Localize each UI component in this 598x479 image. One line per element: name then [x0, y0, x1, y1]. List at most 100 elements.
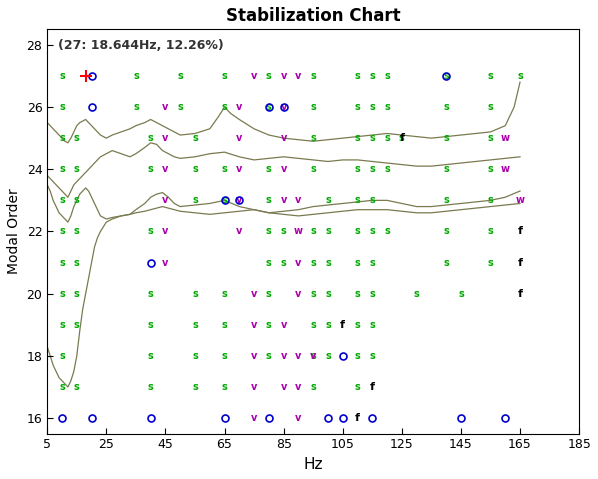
Text: s: s [192, 382, 198, 392]
Text: v: v [280, 195, 287, 205]
Text: s: s [280, 227, 286, 237]
Text: s: s [266, 289, 271, 299]
Text: s: s [74, 258, 80, 268]
Text: v: v [280, 133, 287, 143]
Text: s: s [325, 351, 331, 361]
Text: (27: 18.644Hz, 12.26%): (27: 18.644Hz, 12.26%) [58, 39, 224, 52]
Text: f: f [370, 382, 375, 392]
Text: s: s [59, 164, 65, 174]
Text: s: s [222, 71, 227, 81]
Text: s: s [487, 102, 493, 112]
Text: v: v [280, 164, 287, 174]
Text: f: f [517, 289, 523, 299]
Text: s: s [443, 227, 449, 237]
Text: s: s [266, 351, 271, 361]
Text: s: s [266, 164, 271, 174]
Text: s: s [370, 102, 375, 112]
Text: s: s [325, 289, 331, 299]
Text: s: s [192, 133, 198, 143]
Text: v: v [280, 320, 287, 330]
Text: s: s [487, 133, 493, 143]
Text: v: v [236, 227, 243, 237]
Text: v: v [236, 133, 243, 143]
Text: v: v [295, 289, 301, 299]
Text: s: s [487, 258, 493, 268]
Text: s: s [148, 382, 154, 392]
Text: s: s [355, 382, 361, 392]
Title: Stabilization Chart: Stabilization Chart [226, 7, 401, 25]
Text: s: s [443, 71, 449, 81]
Text: s: s [355, 320, 361, 330]
Text: s: s [355, 164, 361, 174]
Text: s: s [222, 320, 227, 330]
Text: s: s [384, 133, 390, 143]
Text: s: s [310, 351, 316, 361]
Text: s: s [355, 102, 361, 112]
Text: v: v [295, 258, 301, 268]
Text: s: s [222, 382, 227, 392]
Text: s: s [74, 289, 80, 299]
Text: s: s [59, 227, 65, 237]
Text: s: s [59, 258, 65, 268]
Text: s: s [325, 258, 331, 268]
Text: s: s [310, 258, 316, 268]
Text: v: v [280, 71, 287, 81]
Text: s: s [325, 320, 331, 330]
Text: s: s [192, 195, 198, 205]
Text: s: s [355, 227, 361, 237]
Text: s: s [370, 289, 375, 299]
Text: v: v [251, 289, 257, 299]
Text: s: s [74, 227, 80, 237]
Text: s: s [222, 289, 227, 299]
Text: s: s [487, 71, 493, 81]
Text: v: v [236, 164, 243, 174]
Text: v: v [295, 351, 301, 361]
Text: s: s [133, 102, 139, 112]
Text: v: v [251, 413, 257, 423]
Text: s: s [370, 164, 375, 174]
Text: s: s [266, 102, 271, 112]
Text: s: s [414, 289, 419, 299]
Text: s: s [310, 71, 316, 81]
Text: s: s [222, 164, 227, 174]
Text: v: v [251, 71, 257, 81]
Text: s: s [266, 258, 271, 268]
Text: v: v [162, 258, 169, 268]
Text: f: f [399, 133, 404, 143]
Text: s: s [384, 164, 390, 174]
Text: s: s [133, 71, 139, 81]
Text: s: s [487, 195, 493, 205]
Text: s: s [370, 320, 375, 330]
Text: w: w [501, 133, 509, 143]
X-axis label: Hz: Hz [303, 457, 323, 472]
Text: s: s [370, 258, 375, 268]
Text: s: s [355, 195, 361, 205]
Text: s: s [310, 133, 316, 143]
Text: v: v [162, 227, 169, 237]
Text: s: s [178, 102, 183, 112]
Text: s: s [443, 133, 449, 143]
Text: s: s [310, 382, 316, 392]
Text: s: s [487, 227, 493, 237]
Text: v: v [162, 195, 169, 205]
Text: s: s [148, 320, 154, 330]
Text: s: s [310, 289, 316, 299]
Y-axis label: Modal Order: Modal Order [7, 189, 21, 274]
Text: f: f [517, 227, 523, 237]
Text: f: f [355, 413, 360, 423]
Text: s: s [355, 133, 361, 143]
Text: s: s [443, 195, 449, 205]
Text: s: s [517, 71, 523, 81]
Text: s: s [355, 289, 361, 299]
Text: s: s [370, 195, 375, 205]
Text: s: s [355, 71, 361, 81]
Text: s: s [192, 351, 198, 361]
Text: s: s [310, 164, 316, 174]
Text: s: s [192, 164, 198, 174]
Text: s: s [266, 320, 271, 330]
Text: s: s [266, 195, 271, 205]
Text: s: s [280, 258, 286, 268]
Text: s: s [399, 133, 405, 143]
Text: v: v [295, 413, 301, 423]
Text: s: s [74, 195, 80, 205]
